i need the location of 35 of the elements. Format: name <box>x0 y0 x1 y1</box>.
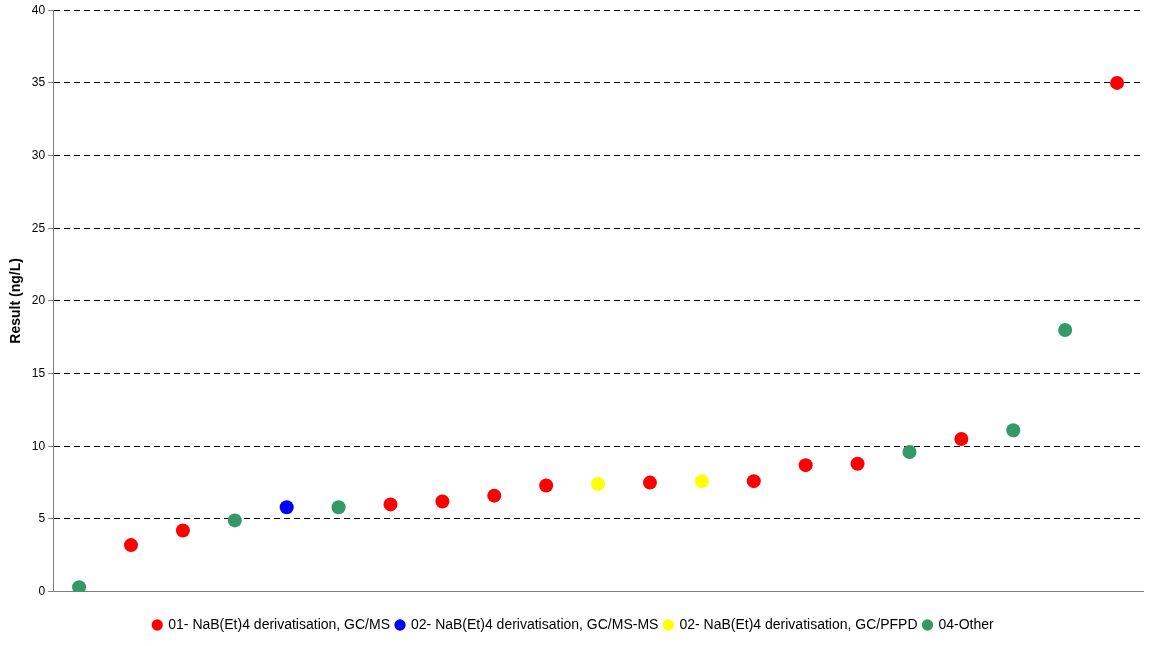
point <box>331 500 346 515</box>
y-tick-label: 10 <box>31 438 46 453</box>
y-tick-label: 35 <box>31 75 46 90</box>
point <box>902 445 917 460</box>
y-tick-label: 0 <box>38 583 46 598</box>
y-tick-label: 5 <box>38 511 46 526</box>
y-tick-label: 25 <box>31 220 46 235</box>
legend-label: 02- NaB(Et)4 derivatisation, GC/MS-MS <box>411 615 659 632</box>
point <box>72 580 87 592</box>
point <box>539 478 554 493</box>
point <box>383 497 398 512</box>
point <box>123 538 138 553</box>
y-tick-label: 15 <box>31 365 46 380</box>
y-tick-label: 30 <box>31 147 46 162</box>
legend-label: 02- NaB(Et)4 derivatisation, GC/PFPD <box>679 615 918 632</box>
point <box>1006 423 1021 438</box>
legend-label: 04-Other <box>938 615 995 632</box>
point <box>642 475 657 490</box>
point <box>798 458 813 473</box>
point <box>1058 322 1073 337</box>
point <box>954 431 969 446</box>
y-axis-title: Result (ng/L) <box>7 258 24 344</box>
point <box>227 513 242 528</box>
point <box>1110 75 1125 90</box>
point <box>850 456 865 471</box>
point <box>694 474 709 489</box>
point <box>175 523 190 538</box>
point <box>435 494 450 509</box>
point <box>746 474 761 489</box>
point <box>487 488 502 503</box>
legend-label: 01- NaB(Et)4 derivatisation, GC/MS <box>168 615 391 632</box>
point <box>279 500 294 515</box>
y-tick-label: 20 <box>31 293 46 308</box>
y-tick-label: 40 <box>31 2 46 17</box>
point <box>591 477 606 492</box>
